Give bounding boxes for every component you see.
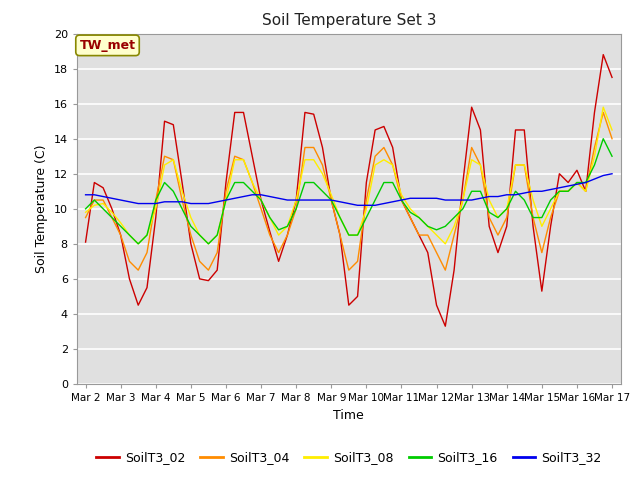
- Text: TW_met: TW_met: [79, 39, 136, 52]
- X-axis label: Time: Time: [333, 408, 364, 421]
- Title: Soil Temperature Set 3: Soil Temperature Set 3: [262, 13, 436, 28]
- Y-axis label: Soil Temperature (C): Soil Temperature (C): [35, 144, 48, 273]
- Legend: SoilT3_02, SoilT3_04, SoilT3_08, SoilT3_16, SoilT3_32: SoilT3_02, SoilT3_04, SoilT3_08, SoilT3_…: [91, 446, 607, 469]
